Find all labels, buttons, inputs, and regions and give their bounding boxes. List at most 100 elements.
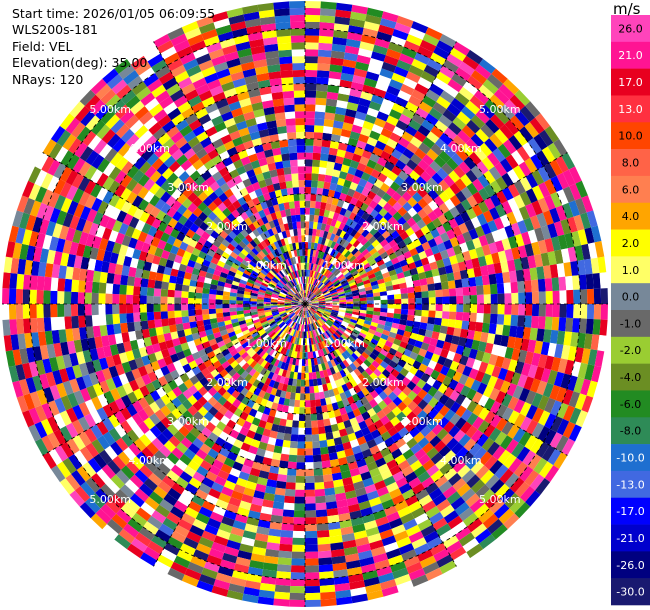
velocity-gate	[387, 304, 395, 309]
velocity-gate	[380, 267, 389, 275]
velocity-gate	[324, 361, 330, 370]
velocity-gate	[404, 471, 418, 483]
velocity-gate	[443, 239, 453, 250]
velocity-gate	[368, 496, 382, 507]
velocity-gate	[470, 479, 486, 494]
velocity-gate	[317, 250, 322, 259]
velocity-gate	[305, 269, 307, 277]
velocity-gate	[64, 278, 73, 292]
velocity-gate	[446, 247, 456, 258]
velocity-gate	[396, 272, 405, 279]
velocity-gate	[500, 158, 513, 173]
velocity-gate	[310, 249, 314, 257]
velocity-gate	[394, 175, 405, 187]
velocity-gate	[490, 114, 505, 129]
velocity-gate	[392, 221, 402, 231]
velocity-gate	[417, 471, 431, 483]
velocity-gate	[587, 304, 595, 320]
velocity-gate	[519, 402, 532, 417]
velocity-gate	[358, 48, 373, 58]
velocity-gate	[488, 166, 502, 181]
velocity-gate	[321, 287, 329, 293]
velocity-gate	[327, 283, 334, 289]
velocity-gate	[435, 523, 452, 537]
velocity-gate	[175, 323, 184, 332]
velocity-gate	[368, 341, 377, 349]
velocity-gate	[146, 295, 154, 304]
velocity-gate	[251, 496, 264, 507]
velocity-gate	[559, 304, 567, 318]
velocity-gate	[422, 136, 435, 149]
velocity-gate	[544, 465, 560, 483]
velocity-gate	[407, 390, 418, 401]
velocity-gate	[335, 415, 344, 424]
velocity-gate	[434, 155, 447, 168]
velocity-gate	[558, 317, 567, 332]
velocity-gate	[372, 334, 381, 342]
velocity-gate	[385, 48, 402, 60]
velocity-gate	[154, 319, 163, 328]
velocity-gate	[358, 354, 367, 363]
velocity-gate	[477, 420, 490, 434]
velocity-gate	[447, 280, 456, 289]
velocity-gate	[363, 576, 380, 587]
velocity-gate	[470, 165, 484, 179]
velocity-gate	[428, 397, 439, 408]
velocity-gate	[508, 457, 523, 473]
velocity-gate	[543, 265, 552, 279]
velocity-gate	[409, 247, 419, 257]
velocity-gate	[325, 105, 337, 114]
velocity-gate	[434, 440, 447, 453]
velocity-gate	[321, 260, 327, 268]
velocity-gate	[454, 319, 463, 329]
velocity-gate	[510, 281, 519, 294]
velocity-gate	[328, 528, 342, 537]
velocity-gate	[424, 430, 437, 443]
velocity-gate	[321, 405, 328, 413]
velocity-gate	[476, 285, 484, 295]
velocity-gate	[328, 147, 338, 156]
velocity-gate	[330, 312, 338, 317]
velocity-gate	[401, 107, 416, 120]
velocity-gate	[368, 235, 377, 245]
velocity-gate	[366, 159, 377, 169]
velocity-gate	[213, 535, 229, 547]
velocity-gate	[414, 309, 422, 317]
velocity-gate	[298, 427, 305, 435]
velocity-gate	[369, 57, 384, 69]
velocity-gate	[305, 317, 308, 325]
velocity-gate	[499, 468, 514, 484]
velocity-gate	[378, 373, 387, 382]
velocity-gate	[568, 166, 582, 184]
velocity-gate	[458, 86, 474, 101]
velocity-gate	[465, 493, 481, 508]
velocity-gate	[433, 275, 441, 284]
velocity-gate	[322, 411, 330, 420]
velocity-gate	[315, 399, 322, 407]
velocity-gate	[331, 127, 343, 136]
velocity-gate	[194, 298, 202, 304]
velocity-gate	[465, 239, 476, 251]
velocity-gate	[293, 322, 298, 330]
velocity-gate	[305, 69, 318, 78]
velocity-gate	[470, 429, 484, 443]
velocity-gate	[561, 344, 571, 360]
velocity-gate	[422, 459, 435, 472]
velocity-gate	[374, 331, 383, 338]
velocity-gate	[305, 331, 307, 339]
velocity-gate	[313, 314, 319, 321]
velocity-gate	[581, 395, 594, 413]
velocity-gate	[310, 295, 317, 301]
velocity-gate	[394, 500, 409, 512]
velocity-gate	[344, 250, 352, 258]
velocity-gate	[367, 64, 382, 75]
velocity-gate	[335, 339, 342, 347]
velocity-gate	[524, 243, 534, 257]
velocity-gate	[91, 304, 99, 316]
velocity-gate	[338, 293, 346, 297]
velocity-gate	[488, 242, 498, 255]
velocity-gate	[314, 364, 320, 372]
velocity-gate	[412, 279, 421, 287]
velocity-gate	[550, 175, 563, 192]
velocity-gate	[369, 539, 384, 551]
